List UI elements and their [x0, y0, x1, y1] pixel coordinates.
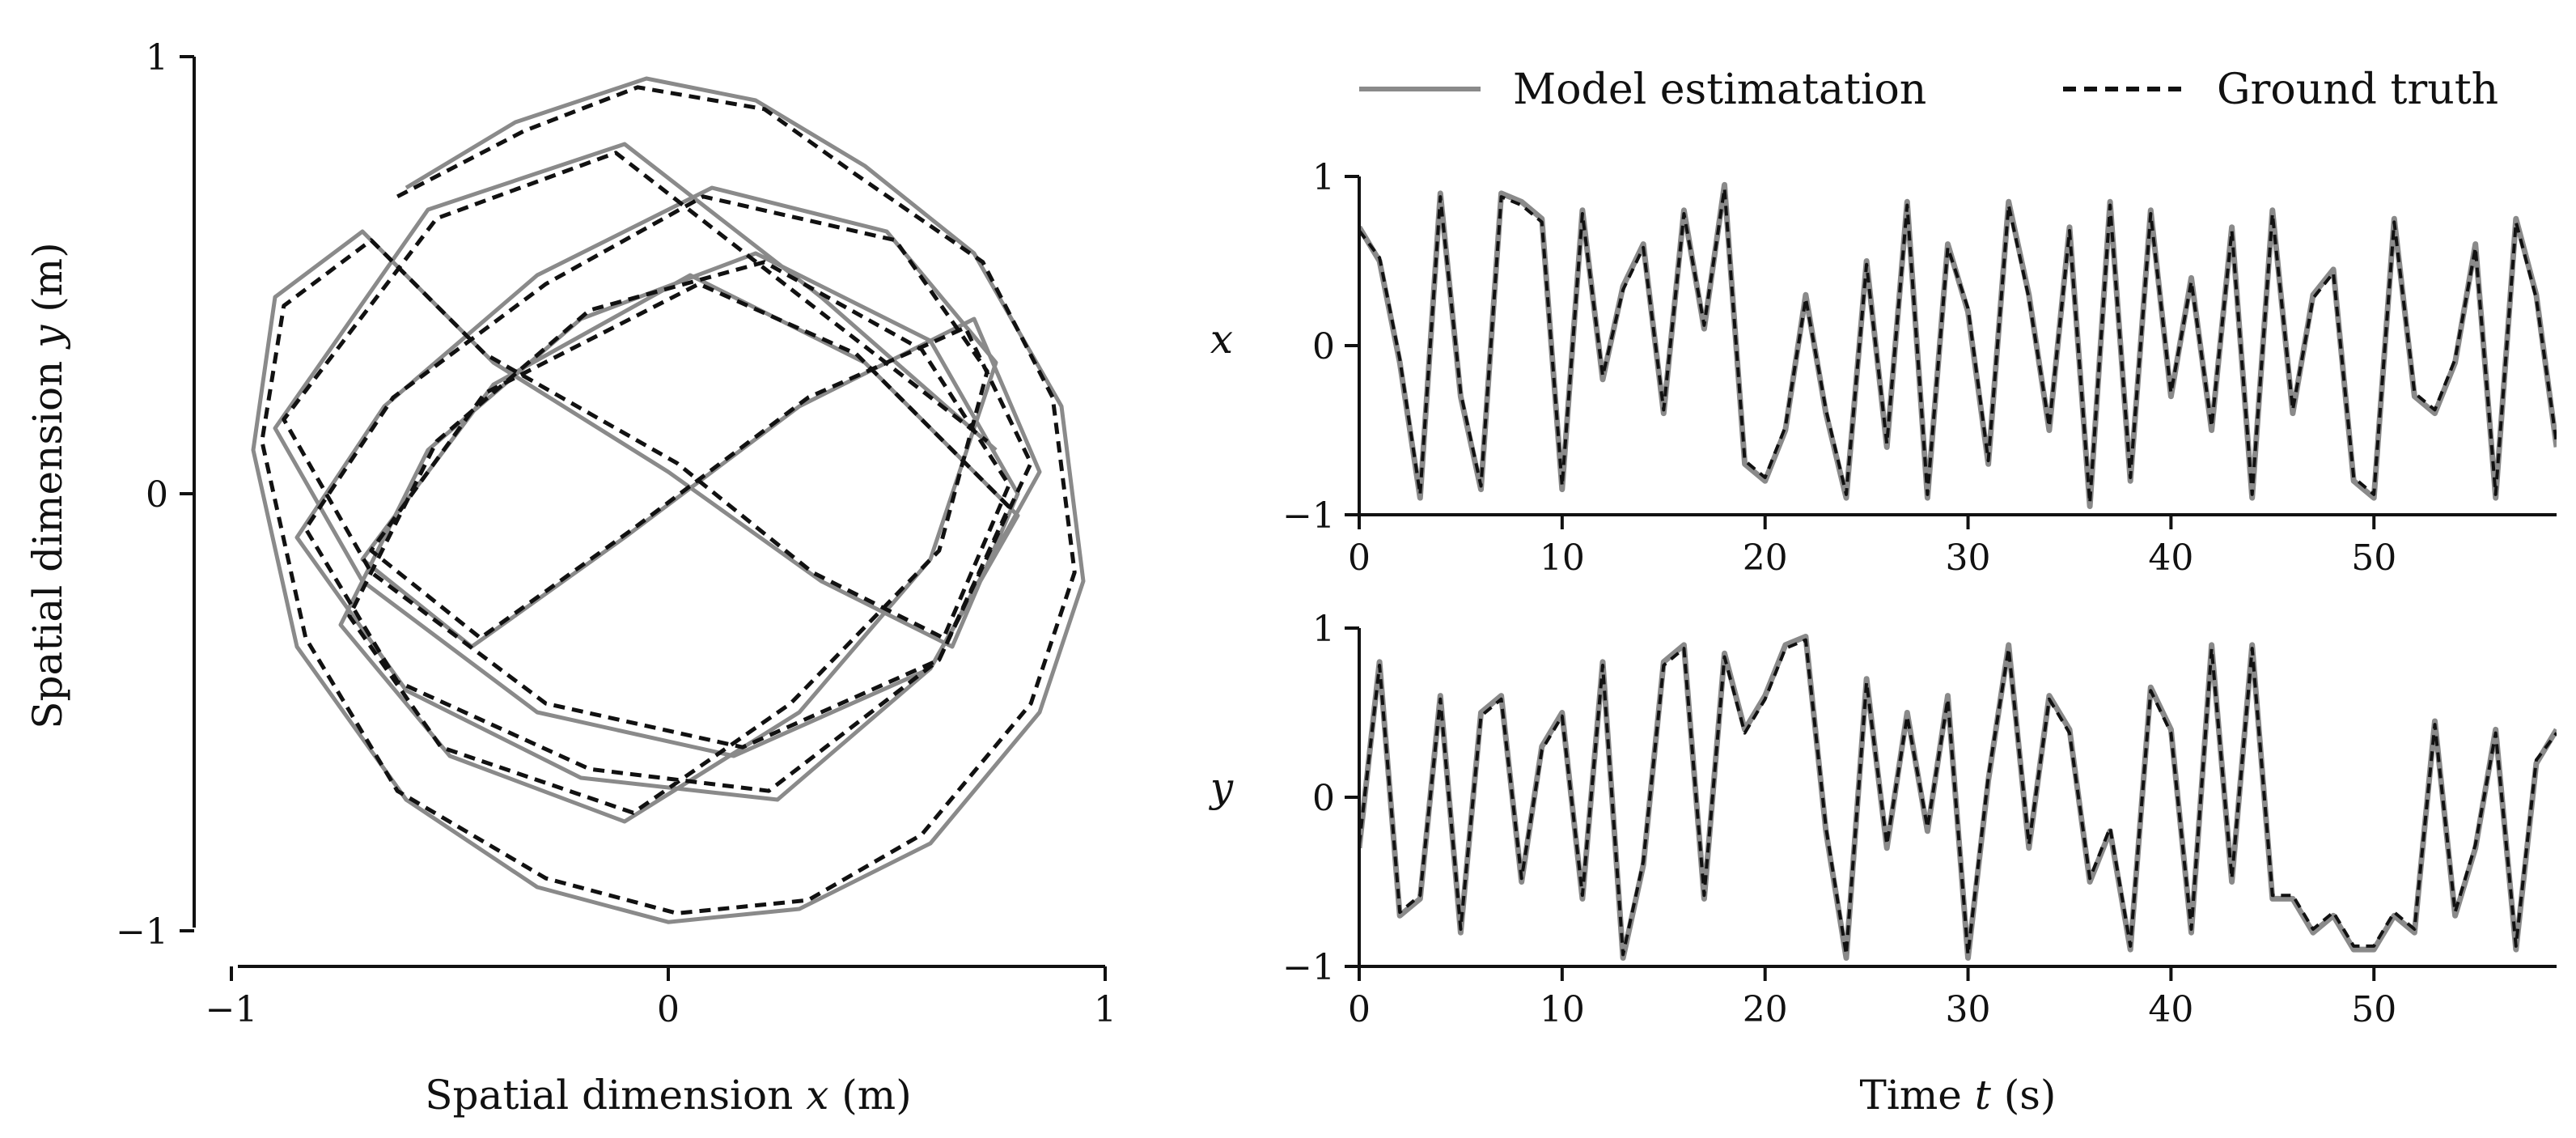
trajectory-estimate-line [251, 76, 1086, 924]
y-tick-label: 1 [1312, 609, 1335, 650]
y-tick-label: 0 [1312, 778, 1335, 819]
y-tick-label: 1 [146, 37, 168, 79]
x-tick-label: 1 [1094, 989, 1116, 1030]
trajectory-panel: −1 −1 0 0 1 1 Spatial dimension x (m) Spatial… [24, 37, 1116, 1119]
x-tick-label: 20 [1743, 989, 1788, 1030]
x-tick-label: 10 [1540, 989, 1585, 1030]
x-tick-label: 40 [2148, 989, 2193, 1030]
x-tick-label: 0 [1348, 537, 1371, 579]
truth-series-line [1359, 638, 2557, 957]
x-tick-label: 30 [1946, 989, 1991, 1030]
legend-estimate-label: Model estimatation [1513, 66, 1926, 114]
trajectory-plot-area [251, 76, 1086, 924]
x-tick-label: 50 [2351, 537, 2396, 579]
x-tick-label: 20 [1743, 537, 1788, 579]
x-tick-label: 0 [1348, 989, 1371, 1030]
x-tick-label: 10 [1540, 537, 1585, 579]
trajectory-x-axis-label: Spatial dimension x (m) [425, 1072, 911, 1119]
estimate-series-line [1359, 634, 2557, 961]
y-time-plot-area [1359, 634, 2557, 961]
legend-truth-label: Ground truth [2217, 66, 2498, 114]
y-tick-label: 1 [1312, 157, 1335, 198]
y-tick-label: −1 [1282, 947, 1335, 988]
time-axis-label: Time t (s) [1860, 1072, 2057, 1119]
x-tick-label: 0 [657, 989, 680, 1030]
y-tick-label: −1 [116, 911, 168, 953]
x-tick-label: 30 [1946, 537, 1991, 579]
x-tick-label: 50 [2351, 989, 2396, 1030]
y-tick-label: 0 [1312, 326, 1335, 367]
y-tick-label: 0 [146, 474, 168, 516]
x-tick-label: −1 [205, 989, 258, 1030]
y-tick-label: −1 [1282, 495, 1335, 537]
trajectory-y-axis-label: Spatial dimension y (m) [24, 242, 71, 728]
x-panel-y-label: x [1210, 316, 1233, 363]
legend: Model estimatation Ground truth [1359, 66, 2498, 114]
x-time-plot-area [1359, 181, 2557, 509]
y-panel-y-label: y [1209, 764, 1234, 811]
x-tick-label: 40 [2148, 537, 2193, 579]
